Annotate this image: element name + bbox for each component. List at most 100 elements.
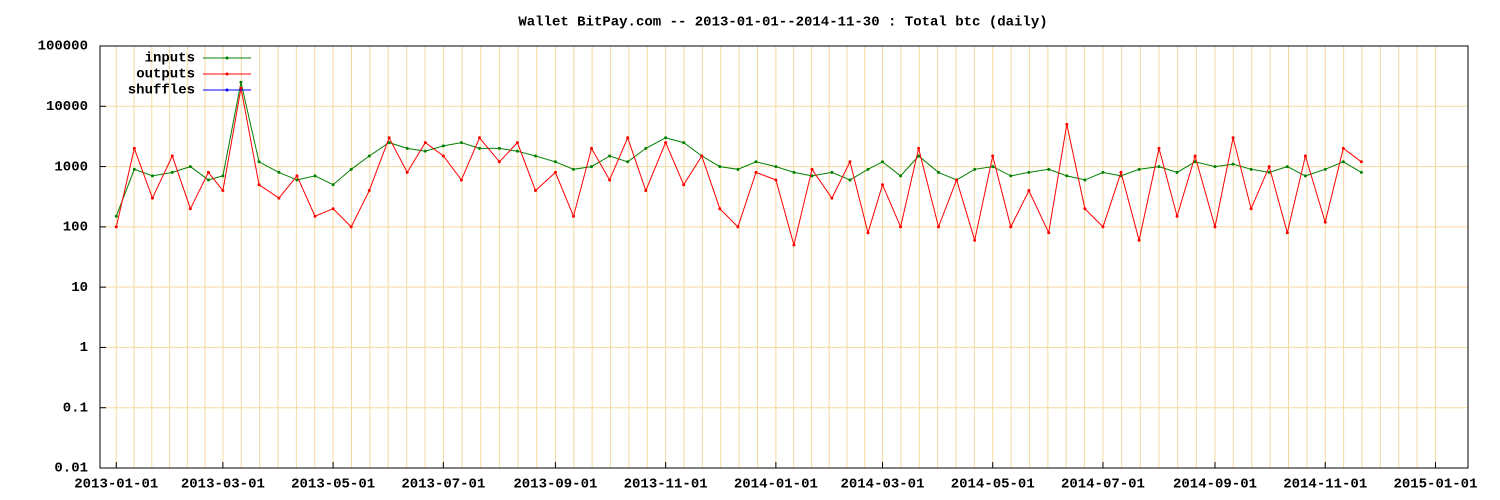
y-tick-label: 1 — [80, 340, 88, 356]
series-point — [1137, 167, 1141, 171]
x-tick-label: 2013-03-01 — [181, 477, 265, 493]
series-point — [1359, 160, 1363, 164]
series-point — [423, 141, 427, 145]
x-tick-label: 2014-07-01 — [1061, 477, 1145, 493]
series-point — [937, 225, 941, 229]
series-point — [899, 174, 903, 178]
series-point — [736, 225, 740, 229]
series-point — [848, 160, 852, 164]
series-point — [644, 146, 648, 150]
series-point — [221, 174, 225, 178]
series-point — [405, 170, 409, 174]
series-point — [387, 136, 391, 140]
x-tick-label: 2013-05-01 — [291, 477, 375, 493]
series-point — [170, 170, 174, 174]
series-point — [792, 243, 796, 247]
x-tick-label: 2014-11-01 — [1283, 477, 1367, 493]
y-tick-label: 1000 — [54, 159, 88, 175]
series-point — [830, 196, 834, 200]
series-point — [349, 225, 353, 229]
series-point — [221, 189, 225, 193]
series-point — [497, 146, 501, 150]
legend-label: outputs — [136, 67, 195, 83]
series-point — [1285, 165, 1289, 169]
series-point — [866, 231, 870, 235]
series-point — [1213, 225, 1217, 229]
series-point — [1193, 154, 1197, 158]
series-point — [534, 189, 538, 193]
series-point — [590, 146, 594, 150]
series-point — [553, 160, 557, 164]
series-point — [170, 154, 174, 158]
plot-frame — [99, 45, 1469, 469]
legend-label: shuffles — [128, 83, 195, 99]
series-point — [754, 170, 758, 174]
series-point — [1101, 170, 1105, 174]
series-point — [866, 167, 870, 171]
x-tick-label: 2015-01-01 — [1393, 477, 1477, 493]
series-point — [810, 167, 814, 171]
series-point — [1231, 136, 1235, 140]
series-point — [295, 174, 299, 178]
series-point — [349, 167, 353, 171]
series-point — [313, 174, 317, 178]
series-point — [239, 80, 243, 84]
series-point — [114, 225, 118, 229]
plot — [114, 80, 1363, 247]
legend-marker — [225, 72, 229, 76]
series-point — [367, 154, 371, 158]
x-tick-label: 2013-09-01 — [513, 477, 597, 493]
x-tick-label: 2013-11-01 — [624, 477, 708, 493]
x-tick-label: 2014-03-01 — [840, 477, 924, 493]
series-point — [295, 178, 299, 182]
series-point — [1083, 178, 1087, 182]
series-point — [1027, 189, 1031, 193]
series-point — [682, 141, 686, 145]
series-point — [718, 207, 722, 211]
series-point — [700, 154, 704, 158]
series-point — [441, 154, 445, 158]
series-point — [477, 136, 481, 140]
series-point — [644, 189, 648, 193]
series-point — [553, 170, 557, 174]
series-point — [459, 141, 463, 145]
series-point — [150, 174, 154, 178]
series-point — [206, 170, 210, 174]
series-point — [405, 146, 409, 150]
series-point — [423, 149, 427, 153]
series-point — [150, 196, 154, 200]
series-point — [590, 165, 594, 169]
series-point — [1157, 165, 1161, 169]
legend-marker — [225, 88, 229, 92]
grid — [100, 45, 1468, 469]
series-point — [1323, 167, 1327, 171]
series-point — [239, 86, 243, 90]
series-point — [497, 160, 501, 164]
series-point — [880, 183, 884, 187]
series-point — [188, 207, 192, 211]
series-point — [257, 183, 261, 187]
series-point — [277, 196, 281, 200]
series-point — [534, 154, 538, 158]
series-point — [1047, 167, 1051, 171]
series-point — [1027, 170, 1031, 174]
series-point — [1083, 207, 1087, 211]
series-point — [331, 183, 335, 187]
series-point — [1213, 165, 1217, 169]
y-tick-label: 10000 — [46, 99, 88, 115]
series-point — [441, 144, 445, 148]
series-point — [1175, 214, 1179, 218]
series-point — [1285, 231, 1289, 235]
series-point — [774, 178, 778, 182]
series-point — [736, 167, 740, 171]
series-point — [387, 141, 391, 145]
series-point — [937, 170, 941, 174]
series-point — [1267, 165, 1271, 169]
series-point — [917, 146, 921, 150]
series-point — [991, 154, 995, 158]
series-point — [880, 160, 884, 164]
series-point — [1193, 160, 1197, 164]
series-point — [991, 165, 995, 169]
series-point — [718, 165, 722, 169]
series-point — [608, 154, 612, 158]
